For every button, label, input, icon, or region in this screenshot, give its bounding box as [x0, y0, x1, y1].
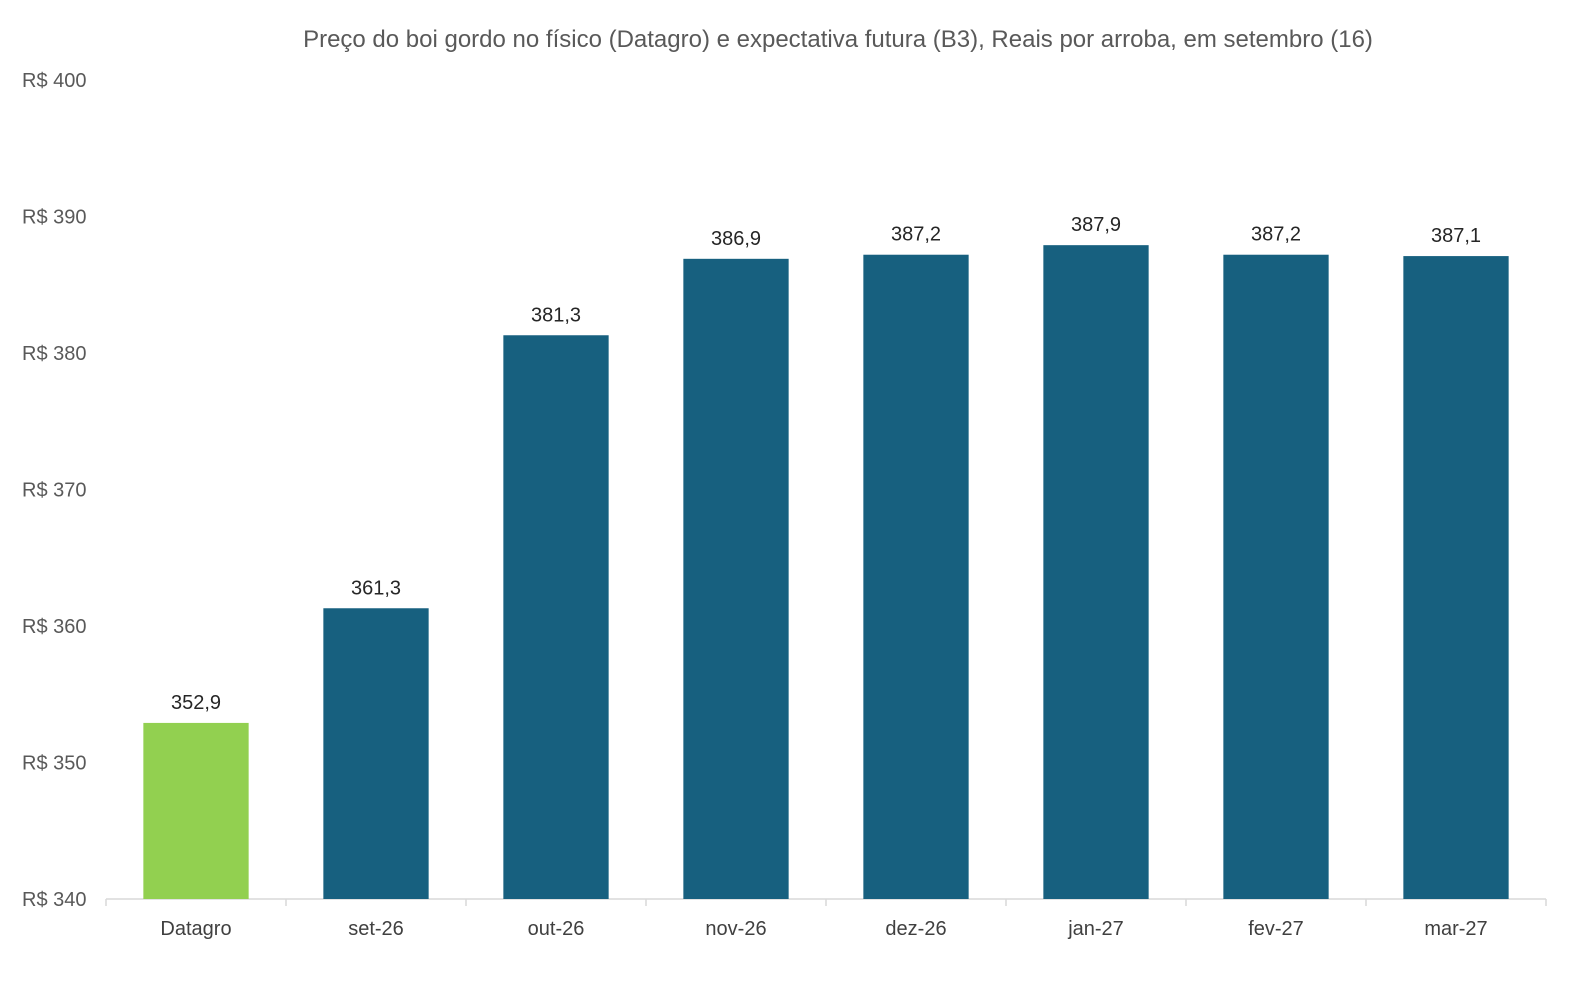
x-tick-label: nov-26 [705, 918, 766, 940]
data-labels: 352,9 361,3 381,3 386,9 387,2 387,9 387,2 387,1 [171, 214, 1481, 714]
bar-Datagro [143, 722, 249, 899]
bar-out-26 [503, 335, 609, 899]
bar-mar-27 [1403, 256, 1509, 900]
x-tick-label: Datagro [160, 918, 231, 940]
data-label: 386,9 [711, 228, 761, 250]
data-label: 361,3 [351, 577, 401, 599]
x-tick-label: out-26 [528, 918, 585, 940]
y-tick-label: R$ 400 [22, 70, 87, 92]
y-tick-label: R$ 360 [22, 616, 87, 638]
data-label: 387,9 [1071, 214, 1121, 236]
x-tick-label: jan-27 [1067, 918, 1124, 940]
y-tick-label: R$ 380 [22, 343, 87, 365]
bar-set-26 [323, 608, 429, 899]
data-label: 387,1 [1431, 225, 1481, 247]
y-tick-label: R$ 390 [22, 207, 87, 229]
data-label: 387,2 [891, 224, 941, 246]
y-tick-label: R$ 350 [22, 753, 87, 775]
y-axis: R$ 340 R$ 350 R$ 360 R$ 370 R$ 380 R$ 390 R$ 4… [22, 70, 87, 911]
bar-nov-26 [683, 258, 789, 899]
y-tick-label: R$ 370 [22, 480, 87, 502]
x-tick-label: mar-27 [1424, 918, 1487, 940]
data-label: 387,2 [1251, 224, 1301, 246]
bar-fev-27 [1223, 254, 1329, 900]
x-tick-label: dez-26 [885, 918, 946, 940]
bar-dez-26 [863, 254, 969, 900]
bar-jan-27 [1043, 245, 1149, 900]
data-label: 381,3 [531, 304, 581, 326]
x-axis: Datagro set-26 out-26 nov-26 dez-26 jan-27 fev… [105, 898, 1547, 940]
x-tick-label: fev-27 [1248, 918, 1304, 940]
x-tick-label: set-26 [348, 918, 404, 940]
data-label: 352,9 [171, 692, 221, 714]
y-tick-label: R$ 340 [22, 889, 87, 911]
chart-title: Preço do boi gordo no físico (Datagro) e… [303, 26, 1373, 53]
bars [143, 245, 1509, 900]
